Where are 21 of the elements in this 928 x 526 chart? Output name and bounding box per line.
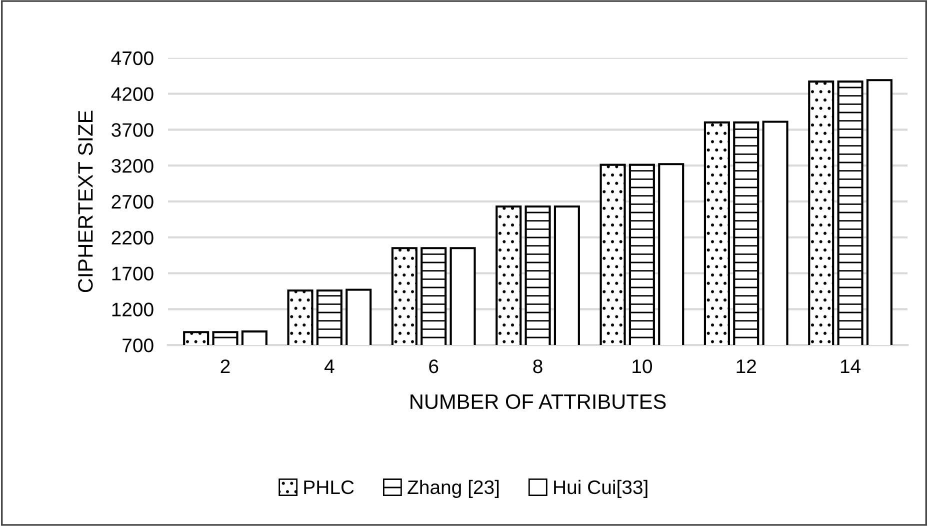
- y-tick-label: 2700: [112, 194, 154, 209]
- y-tick-label: 700: [122, 338, 154, 352]
- x-tick-label: 10: [632, 359, 652, 374]
- y-tick-label: 1700: [112, 266, 154, 280]
- x-axis-title: NUMBER OF ATTRIBUTES: [410, 394, 666, 410]
- x-tick-label: 12: [736, 359, 756, 374]
- y-tick-label: 3700: [112, 123, 154, 137]
- x-tick-label: 14: [840, 360, 861, 374]
- x-tick-label: 8: [533, 359, 542, 374]
- y-tick-label: 4200: [111, 87, 154, 101]
- legend-label: Zhang [23]: [408, 480, 499, 498]
- y-tick-label: 3200: [112, 159, 154, 173]
- y-tick-label: 1200: [112, 302, 154, 316]
- legend-label: PHLC: [304, 480, 354, 494]
- x-tick-label: 4: [324, 360, 334, 374]
- x-tick-label: 6: [429, 359, 438, 374]
- y-tick-label: 4700: [111, 51, 154, 66]
- legend-label: Hui Cui[33]: [554, 480, 648, 498]
- y-tick-label: 2200: [112, 230, 154, 245]
- y-axis-title: CIPHERTEXT SIZE: [78, 110, 93, 292]
- x-tick-label: 2: [220, 359, 230, 374]
